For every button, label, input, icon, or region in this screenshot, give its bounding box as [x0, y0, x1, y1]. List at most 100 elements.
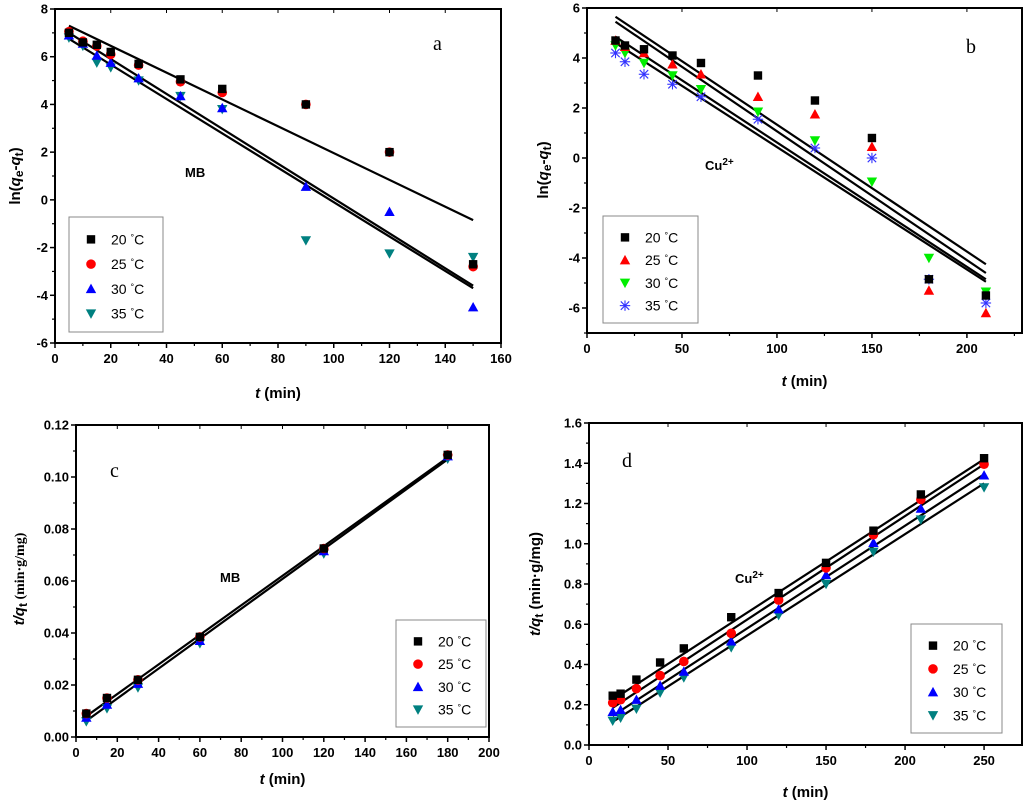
species-annotation-charge: 2+ — [752, 570, 764, 581]
data-point — [980, 307, 992, 318]
legend-marker — [619, 254, 631, 265]
y-tick-label: 0.08 — [44, 522, 69, 537]
data-point — [773, 603, 784, 614]
data-point — [301, 100, 311, 109]
y-tick-label: 1.6 — [564, 416, 582, 431]
legend-marker — [86, 235, 96, 244]
fit-line-2 — [68, 31, 474, 287]
data-point — [300, 181, 312, 191]
y-tick-label: 0.10 — [44, 470, 69, 485]
x-tick-label: 20 — [110, 745, 124, 760]
y-tick-label: 1.0 — [564, 536, 582, 551]
series-20c — [611, 36, 991, 300]
x-tick-label: 20 — [104, 351, 118, 366]
legend-label: 20 °C — [645, 229, 678, 245]
y-tick-label: -2 — [36, 240, 48, 255]
data-point — [679, 644, 689, 653]
legend-label: 35 °C — [111, 306, 144, 322]
data-point — [727, 613, 736, 622]
y-tick-label: 0.0 — [564, 738, 582, 753]
data-point — [195, 632, 205, 642]
x-axis-title-var: t — [255, 385, 261, 402]
data-point — [607, 716, 618, 727]
x-axis-title: t (min) — [260, 771, 306, 788]
y-tick-label: 1.4 — [564, 456, 583, 471]
data-point — [667, 71, 678, 81]
legend-marker — [85, 309, 97, 319]
data-point — [615, 704, 626, 714]
x-tick-label: 60 — [215, 351, 229, 366]
data-point — [607, 697, 618, 708]
data-point — [820, 569, 832, 580]
panel-letter: a — [433, 33, 442, 55]
legend-box — [602, 215, 699, 324]
panel-letter: c — [110, 460, 119, 482]
legend-box — [395, 619, 487, 728]
x-axis-title-var: t — [783, 784, 789, 801]
panel-letter: b — [966, 36, 976, 58]
data-point — [978, 470, 990, 480]
fit-line-2 — [614, 20, 987, 274]
fit-line-2 — [612, 463, 985, 709]
data-point — [809, 109, 821, 119]
species-annotation-name: MB — [220, 570, 240, 585]
x-tick-label: 60 — [193, 745, 207, 760]
y-tick-label: 0 — [41, 192, 48, 207]
data-point — [319, 544, 328, 553]
plot-frame — [586, 7, 1023, 334]
data-point — [78, 38, 88, 47]
legend-box — [910, 623, 1003, 734]
x-axis-title-unit: (min) — [265, 771, 306, 788]
data-point — [91, 58, 103, 68]
data-point — [638, 69, 650, 80]
x-tick-label: 50 — [661, 753, 675, 768]
x-tick-label: 150 — [815, 753, 837, 768]
species-annotation: MB — [220, 570, 240, 585]
y-tick-label: 0.12 — [44, 418, 69, 433]
legend: 20 °C 25 °C 30 °C 35 °C — [602, 215, 699, 324]
data-point — [467, 252, 479, 263]
data-point — [102, 693, 112, 703]
x-axis-title-var: t — [782, 373, 788, 390]
data-point — [615, 713, 626, 724]
panel-a-pseudo-first-order-mb: 0 20 40 60 80 100 120 140 160 -6 -4 -2 0 2 4 6 8 t (min) l… — [7, 2, 512, 403]
panel-b-pseudo-first-order-cu: 0 50 100 150 200 -6 -4 -2 0 2 4 6 t (min) ln(qe-qt) b C… — [535, 1, 1023, 390]
data-point — [868, 537, 879, 547]
data-point — [695, 91, 707, 102]
data-point — [300, 236, 312, 246]
x-tick-label: 100 — [272, 745, 294, 760]
legend-label: 35 °C — [953, 707, 986, 723]
x-tick-label: 160 — [490, 351, 512, 366]
legend-label: 20 °C — [438, 633, 471, 649]
series-30c — [607, 470, 990, 716]
data-point — [218, 84, 227, 94]
x-axis-title-unit: (min) — [260, 385, 301, 402]
legend-label: 30 °C — [111, 281, 144, 297]
data-point — [620, 41, 630, 50]
x-tick-label: 0 — [72, 745, 79, 760]
legend-box — [68, 216, 164, 333]
fit-line-4 — [612, 482, 985, 723]
data-point — [979, 454, 989, 463]
data-point — [695, 69, 707, 79]
data-point — [101, 699, 113, 709]
legend-marker — [412, 681, 424, 692]
data-point — [726, 636, 737, 646]
y-tick-label: 0.6 — [564, 617, 582, 632]
x-tick-label: 120 — [379, 351, 401, 366]
data-point — [655, 670, 665, 681]
x-axis-title-unit: (min) — [788, 784, 829, 801]
y-axis-title: t/qt (min·g/mg) — [11, 532, 30, 625]
data-point — [923, 253, 935, 264]
data-point — [752, 107, 764, 117]
species-annotation-name: MB — [185, 165, 205, 180]
data-point — [632, 675, 641, 684]
legend-marker — [620, 233, 630, 242]
data-point — [176, 75, 185, 84]
x-tick-label: 0 — [51, 351, 58, 366]
data-point — [91, 50, 103, 60]
x-tick-label: 180 — [437, 745, 459, 760]
data-point — [616, 689, 625, 698]
y-tick-label: -4 — [36, 288, 48, 303]
